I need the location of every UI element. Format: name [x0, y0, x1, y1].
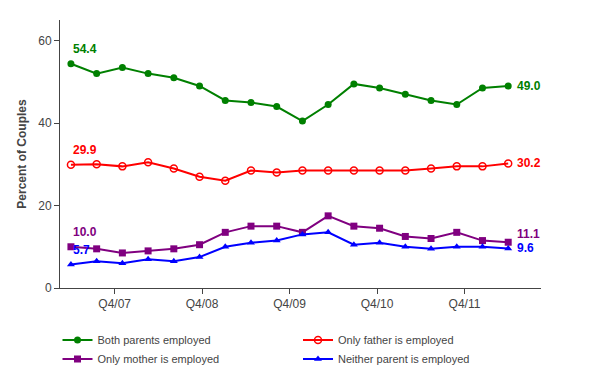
svg-text:10.0: 10.0	[73, 225, 97, 239]
svg-text:40: 40	[38, 116, 52, 130]
svg-text:0: 0	[45, 281, 52, 295]
svg-text:60: 60	[38, 34, 52, 48]
svg-text:Neither parent is employed: Neither parent is employed	[338, 353, 469, 365]
svg-text:9.6: 9.6	[517, 241, 534, 255]
svg-text:Only father is employed: Only father is employed	[338, 334, 454, 346]
svg-text:Only mother is employed: Only mother is employed	[98, 353, 220, 365]
svg-text:Q4/08: Q4/08	[186, 297, 219, 311]
svg-text:5.7: 5.7	[73, 243, 90, 257]
svg-text:Both parents employed: Both parents employed	[98, 334, 211, 346]
svg-text:Q4/10: Q4/10	[361, 297, 394, 311]
svg-text:Q4/07: Q4/07	[98, 297, 131, 311]
svg-text:54.4: 54.4	[73, 42, 97, 56]
svg-text:20: 20	[38, 199, 52, 213]
svg-text:49.0: 49.0	[517, 79, 541, 93]
svg-text:Percent of Couples: Percent of Couples	[15, 99, 29, 209]
svg-text:Q4/09: Q4/09	[273, 297, 306, 311]
svg-text:29.9: 29.9	[73, 143, 97, 157]
svg-text:Q4/11: Q4/11	[449, 297, 481, 311]
svg-text:11.1: 11.1	[517, 227, 540, 241]
svg-text:30.2: 30.2	[517, 156, 541, 170]
